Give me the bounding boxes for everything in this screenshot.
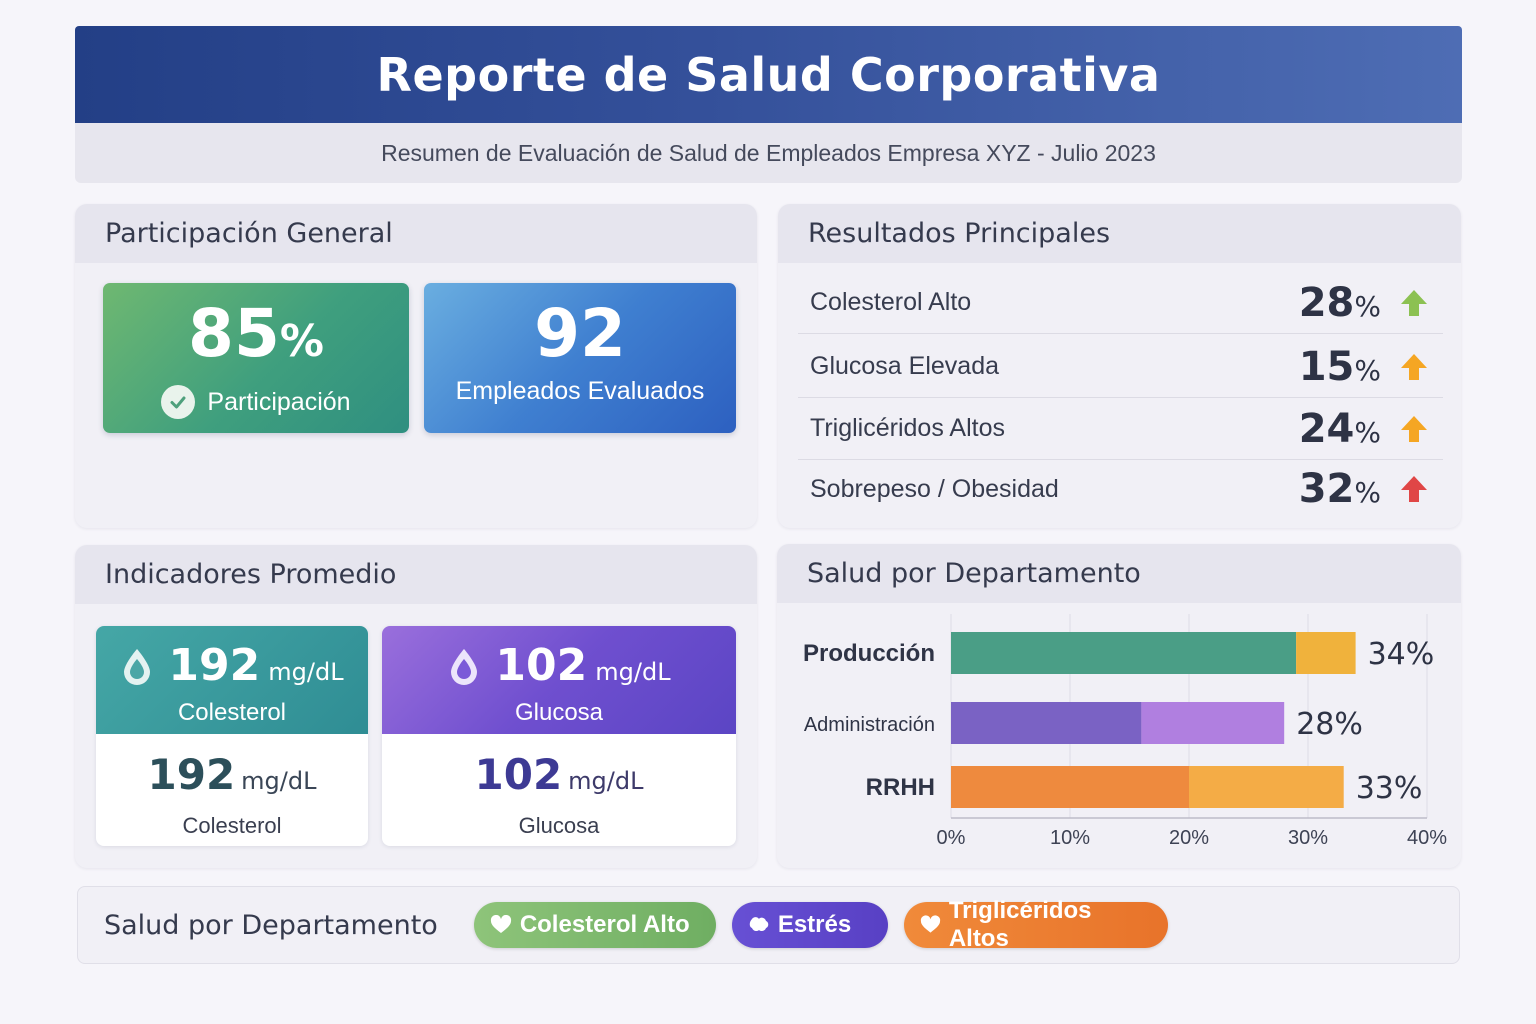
glucose-unit: mg/dL	[568, 767, 644, 795]
participation-panel: Participación General 85% Participación …	[75, 204, 757, 528]
glucose-label: Glucosa	[514, 699, 604, 726]
glucose-value: 102	[495, 640, 588, 691]
trend-up-icon	[1401, 353, 1427, 380]
participation-rate-value: 85%	[188, 295, 324, 372]
cholesterol-label: Colesterol	[177, 699, 287, 726]
cholesterol-value: 192	[168, 640, 261, 691]
result-label: Sobrepeso / Obesidad	[810, 474, 1059, 503]
chart-bar-segment	[1296, 632, 1356, 674]
legend-pill-stress[interactable]: Estrés	[731, 902, 888, 948]
check-icon	[161, 385, 196, 419]
chart-bar-segment	[951, 702, 1142, 744]
employees-evaluated-card: 92 Empleados Evaluados	[424, 283, 736, 433]
cholesterol-value: 192	[147, 750, 236, 799]
indicators-panel: Indicadores Promedio 192 mg/dL Colestero…	[75, 545, 757, 868]
results-panel: Resultados Principales Colesterol Alto 2…	[778, 204, 1461, 528]
participation-rate-label: Participación	[207, 387, 351, 416]
result-label: Colesterol Alto	[810, 288, 972, 316]
results-panel-title: Resultados Principales	[778, 204, 1461, 263]
chart-category-label: RRHH	[866, 774, 935, 801]
trend-up-icon	[1401, 415, 1427, 442]
result-value: 28%	[1298, 279, 1381, 326]
glucose-label: Glucosa	[518, 813, 600, 838]
result-value: 24%	[1298, 405, 1381, 452]
participation-panel-title: Participación General	[75, 204, 757, 263]
result-value: 32%	[1298, 466, 1381, 512]
chart-data-label: 28%	[1296, 707, 1363, 742]
legend-pill-triglycerides[interactable]: Triglicéridos Altos	[903, 897, 1168, 952]
result-row: Colesterol Alto 28%	[798, 272, 1443, 334]
legend-label: Triglicéridos Altos	[948, 897, 1092, 952]
chart-tick-label: 40%	[1407, 827, 1447, 849]
department-panel-title: Salud por Departamento	[777, 544, 1461, 603]
result-row: Sobrepeso / Obesidad 32%	[798, 458, 1443, 520]
result-label: Triglicéridos Altos	[810, 414, 1005, 442]
employees-evaluated-label: Empleados Evaluados	[455, 377, 705, 405]
participation-rate-card: 85% Participación	[103, 283, 409, 433]
report-header: Reporte de Salud Corporativa	[75, 26, 1462, 123]
heart-icon	[490, 915, 511, 933]
employees-evaluated-value: 92	[534, 295, 626, 372]
department-legend-bar: Salud por Departamento Colesterol Alto E…	[77, 886, 1460, 964]
indicators-panel-title: Indicadores Promedio	[75, 545, 757, 604]
trend-up-icon	[1401, 476, 1427, 502]
brain-icon	[749, 917, 769, 932]
legend-title: Salud por Departamento	[104, 909, 438, 941]
chart-data-label: 34%	[1368, 637, 1435, 672]
chart-bar-segment	[1189, 766, 1344, 808]
result-value: 15%	[1298, 343, 1381, 390]
chart-tick-label: 0%	[937, 827, 966, 849]
chart-data-label: 33%	[1356, 771, 1423, 806]
drop-icon	[451, 648, 478, 685]
heart-icon	[920, 915, 940, 933]
legend-label: Estrés	[777, 911, 852, 938]
glucose-unit: mg/dL	[595, 658, 671, 686]
result-row: Glucosa Elevada 15%	[798, 336, 1443, 398]
legend-label: Colesterol Alto	[519, 911, 690, 938]
cholesterol-unit: mg/dL	[241, 767, 317, 795]
result-row: Triglicéridos Altos 24%	[798, 398, 1443, 460]
page-title: Reporte de Salud Corporativa	[376, 47, 1161, 102]
drop-icon	[124, 648, 151, 685]
chart-bar-segment	[951, 766, 1189, 808]
trend-up-icon	[1401, 289, 1427, 316]
chart-bar-segment	[1141, 702, 1285, 744]
department-panel: Salud por Departamento Producción 34% Admi…	[777, 544, 1461, 868]
page-subtitle: Resumen de Evaluación de Salud de Emplea…	[75, 123, 1462, 183]
result-label: Glucosa Elevada	[810, 352, 1000, 380]
chart-category-label: Producción	[803, 640, 935, 667]
chart-tick-label: 20%	[1169, 827, 1209, 849]
legend-pill-cholesterol[interactable]: Colesterol Alto	[473, 902, 716, 948]
department-bar-chart: Producción 34% Administración 28% RRHH 33% 0% 1…	[803, 614, 1447, 849]
cholesterol-unit: mg/dL	[268, 658, 344, 686]
chart-bar-segment	[951, 632, 1297, 674]
chart-tick-label: 10%	[1050, 827, 1090, 849]
glucose-value: 102	[474, 750, 563, 799]
chart-category-label: Administración	[804, 714, 935, 736]
cholesterol-label: Colesterol	[182, 813, 282, 838]
cholesterol-indicator-card: 192 mg/dL Colesterol 192 mg/dL Colestero…	[96, 626, 368, 846]
glucose-indicator-card: 102 mg/dL Glucosa 102 mg/dL Glucosa	[382, 626, 736, 846]
chart-tick-label: 30%	[1288, 827, 1328, 849]
